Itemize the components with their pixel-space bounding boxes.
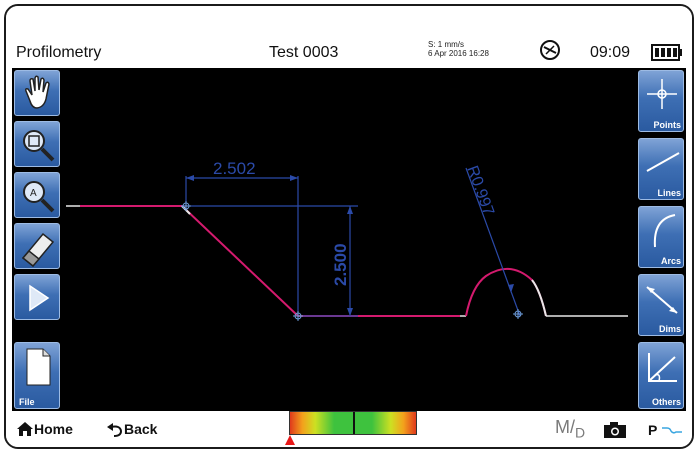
dim-v-arrow-top <box>347 206 353 214</box>
arcs-label: Arcs <box>660 256 681 266</box>
lines-button[interactable]: Lines <box>638 138 684 200</box>
level-center-mark <box>353 412 355 434</box>
arc-center-marker[interactable] <box>513 309 523 319</box>
file-icon <box>26 348 51 386</box>
points-label: Points <box>653 120 681 130</box>
date-time: 6 Apr 2016 16:28 <box>428 49 489 58</box>
others-button[interactable]: Others <box>638 342 684 409</box>
plot-mode-button[interactable]: P <box>648 422 683 438</box>
app-title: Profilometry <box>16 44 102 61</box>
file-button[interactable]: File <box>14 342 60 409</box>
svg-text:A: A <box>30 188 37 199</box>
pan-button[interactable] <box>14 70 60 116</box>
zoom-all-icon: A <box>23 181 55 213</box>
radius-dimension-label[interactable]: R0.997 <box>463 164 497 218</box>
bottom-bar: Home Back M/D P <box>6 411 692 447</box>
profile-view[interactable]: A File <box>12 68 686 411</box>
dimension-icon <box>646 286 678 314</box>
zoom-window-icon <box>23 130 55 162</box>
hand-pan-icon <box>25 75 50 109</box>
dim-radius-arrow <box>508 284 514 293</box>
file-label: File <box>19 397 35 407</box>
home-icon <box>17 422 33 436</box>
profile-canvas[interactable]: 2.502 2.500 R0.997 <box>62 68 636 411</box>
eraser-icon <box>21 232 55 268</box>
point-marker-top[interactable] <box>181 201 191 211</box>
home-label: Home <box>34 421 73 437</box>
profile-selected-segment <box>80 205 460 317</box>
sync-rotate-icon[interactable] <box>539 39 561 61</box>
crosshair-icon <box>647 79 677 109</box>
back-button[interactable]: Back <box>106 421 157 437</box>
md-sub: D <box>575 424 586 441</box>
status-bar: Profilometry Test 0003 S: 1 mm/s 6 Apr 2… <box>6 6 692 68</box>
eraser-button[interactable] <box>14 223 60 269</box>
horizontal-dimension-label[interactable]: 2.502 <box>213 159 256 178</box>
wave-icon <box>661 427 682 434</box>
dims-button[interactable]: Dims <box>638 274 684 336</box>
level-indicator <box>289 411 417 435</box>
dim-v-arrow-bottom <box>347 308 353 316</box>
md-main: M/ <box>555 417 575 437</box>
md-toggle[interactable]: M/D <box>555 417 585 441</box>
device-frame: Profilometry Test 0003 S: 1 mm/s 6 Apr 2… <box>4 4 694 449</box>
zoom-all-button[interactable]: A <box>14 172 60 218</box>
right-toolbar: Points Lines Arcs Dims <box>636 68 686 411</box>
back-label: Back <box>124 421 158 437</box>
others-icon <box>648 353 677 382</box>
speed-info: S: 1 mm/s 6 Apr 2016 16:28 <box>428 40 489 58</box>
left-toolbar: A File <box>12 68 62 411</box>
profile-arc-white <box>531 279 547 317</box>
play-icon <box>29 284 50 312</box>
dim-h-arrow-left <box>186 175 194 181</box>
test-name: Test 0003 <box>269 44 339 61</box>
others-label: Others <box>651 397 681 407</box>
plot-mode-label: P <box>648 422 658 438</box>
speed-value: S: 1 mm/s <box>428 40 465 49</box>
point-marker-bottom[interactable] <box>293 311 303 321</box>
dims-label: Dims <box>658 324 681 334</box>
vertical-dimension-label[interactable]: 2.500 <box>331 243 350 286</box>
dim-h-arrow-right <box>290 175 298 181</box>
level-pointer-icon <box>285 435 295 445</box>
line-icon <box>646 152 680 172</box>
zoom-window-button[interactable] <box>14 121 60 167</box>
clock: 09:09 <box>590 44 631 61</box>
play-button[interactable] <box>14 274 60 320</box>
camera-icon[interactable] <box>603 421 627 439</box>
home-button[interactable]: Home <box>16 421 73 437</box>
lines-label: Lines <box>657 188 681 198</box>
back-arrow-icon <box>107 423 123 437</box>
arc-icon <box>653 214 676 248</box>
battery-full-icon <box>651 44 682 61</box>
arcs-button[interactable]: Arcs <box>638 206 684 268</box>
points-button[interactable]: Points <box>638 70 684 132</box>
